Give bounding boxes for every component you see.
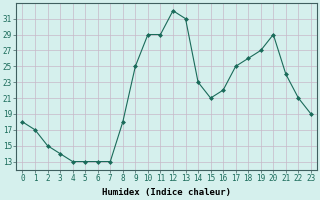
X-axis label: Humidex (Indice chaleur): Humidex (Indice chaleur) xyxy=(102,188,231,197)
